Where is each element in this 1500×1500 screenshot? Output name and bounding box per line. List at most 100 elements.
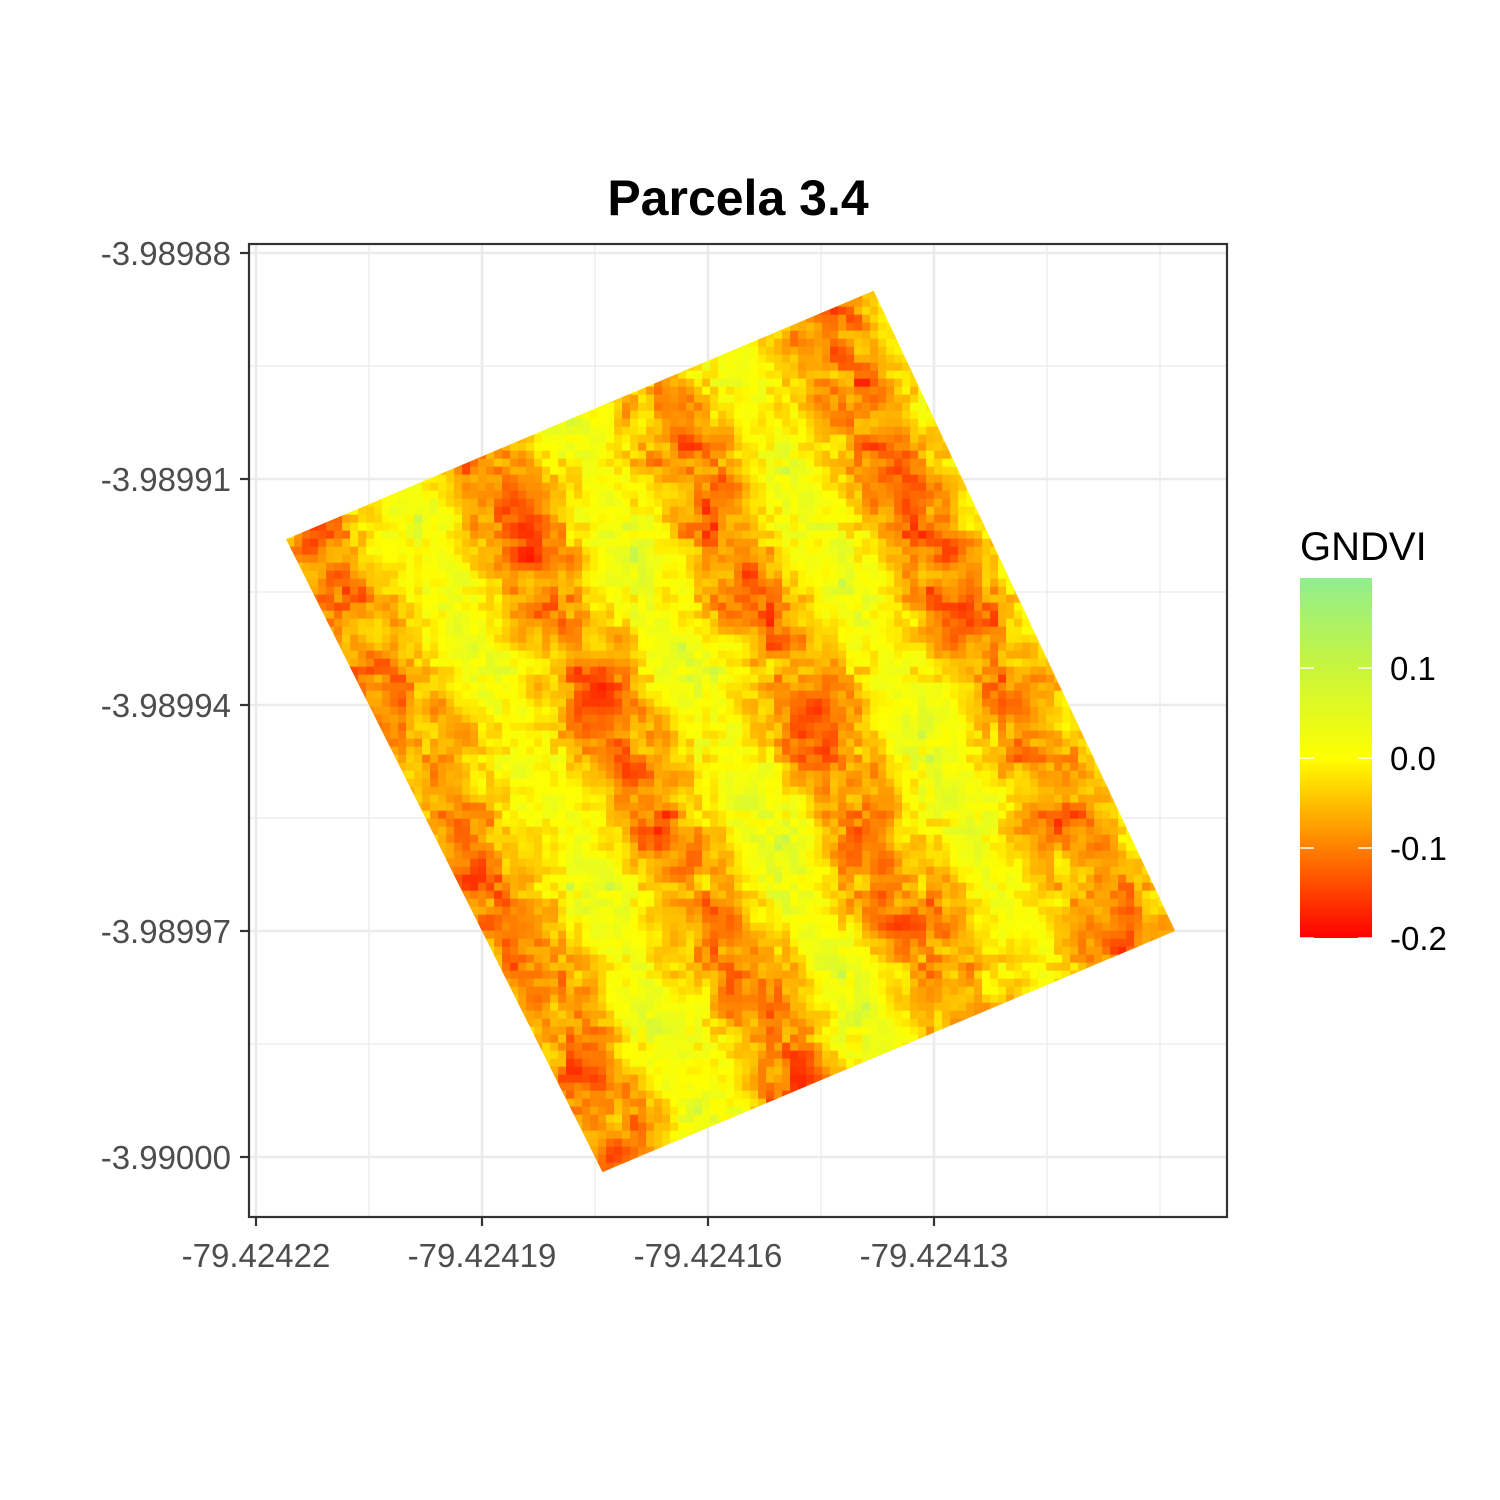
raster-cell bbox=[654, 626, 663, 636]
raster-cell bbox=[726, 730, 735, 740]
raster-cell bbox=[1030, 746, 1039, 756]
raster-cell bbox=[822, 522, 831, 532]
raster-cell bbox=[598, 442, 607, 452]
raster-cell bbox=[870, 586, 879, 596]
raster-cell bbox=[766, 530, 775, 540]
raster-cell bbox=[726, 706, 735, 716]
raster-cell bbox=[478, 826, 487, 836]
raster-cell bbox=[686, 746, 695, 756]
raster-cell bbox=[742, 666, 751, 676]
raster-cell bbox=[926, 466, 935, 476]
raster-cell bbox=[934, 426, 943, 436]
raster-cell bbox=[846, 762, 855, 772]
raster-cell bbox=[670, 434, 679, 444]
raster-cell bbox=[494, 706, 503, 716]
raster-cell bbox=[854, 506, 863, 516]
raster-cell bbox=[630, 498, 639, 508]
raster-cell bbox=[982, 706, 991, 716]
raster-cell bbox=[966, 794, 975, 804]
raster-cell bbox=[574, 714, 583, 724]
raster-cell bbox=[822, 810, 831, 820]
raster-cell bbox=[534, 714, 543, 724]
raster-cell bbox=[926, 626, 935, 636]
raster-cell bbox=[334, 546, 343, 556]
raster-cell bbox=[454, 746, 463, 756]
raster-cell bbox=[654, 826, 663, 836]
raster-cell bbox=[718, 538, 727, 548]
raster-cell bbox=[854, 690, 863, 700]
raster-cell bbox=[1006, 690, 1015, 700]
raster-cell bbox=[926, 546, 935, 556]
raster-cell bbox=[846, 746, 855, 756]
raster-cell bbox=[670, 698, 679, 708]
raster-cell bbox=[710, 762, 719, 772]
raster-cell bbox=[918, 826, 927, 836]
raster-cell bbox=[694, 458, 703, 468]
raster-cell bbox=[662, 578, 671, 588]
raster-cell bbox=[862, 362, 871, 372]
raster-cell bbox=[782, 330, 791, 340]
raster-cell bbox=[646, 578, 655, 588]
raster-cell bbox=[822, 594, 831, 604]
raster-cell bbox=[582, 770, 591, 780]
raster-cell bbox=[726, 490, 735, 500]
raster-cell bbox=[910, 810, 919, 820]
raster-cell bbox=[822, 466, 831, 476]
raster-cell bbox=[446, 514, 455, 524]
raster-cell bbox=[502, 466, 511, 476]
raster-cell bbox=[430, 714, 439, 724]
raster-cell bbox=[598, 698, 607, 708]
raster-cell bbox=[598, 818, 607, 828]
raster-cell bbox=[870, 530, 879, 540]
raster-cell bbox=[374, 610, 383, 620]
raster-cell bbox=[822, 482, 831, 492]
raster-cell bbox=[1062, 778, 1071, 788]
raster-cell bbox=[806, 498, 815, 508]
raster-cell bbox=[598, 434, 607, 444]
raster-cell bbox=[510, 794, 519, 804]
raster-cell bbox=[678, 466, 687, 476]
raster-cell bbox=[534, 578, 543, 588]
raster-cell bbox=[638, 386, 647, 396]
raster-cell bbox=[550, 442, 559, 452]
raster-cell bbox=[742, 506, 751, 516]
raster-cell bbox=[766, 466, 775, 476]
raster-cell bbox=[542, 762, 551, 772]
raster-cell bbox=[702, 418, 711, 428]
raster-cell bbox=[622, 482, 631, 492]
raster-cell bbox=[870, 618, 879, 628]
raster-cell bbox=[774, 346, 783, 356]
raster-cell bbox=[910, 666, 919, 676]
raster-cell bbox=[782, 458, 791, 468]
raster-cell bbox=[1038, 778, 1047, 788]
raster-cell bbox=[886, 706, 895, 716]
raster-cell bbox=[646, 722, 655, 732]
raster-cell bbox=[462, 674, 471, 684]
raster-cell bbox=[438, 522, 447, 532]
raster-cell bbox=[806, 490, 815, 500]
raster-cell bbox=[614, 650, 623, 660]
raster-cell bbox=[686, 690, 695, 700]
raster-cell bbox=[334, 602, 343, 612]
raster-cell bbox=[606, 802, 615, 812]
raster-cell bbox=[694, 434, 703, 444]
raster-cell bbox=[630, 650, 639, 660]
raster-cell bbox=[902, 794, 911, 804]
raster-cell bbox=[702, 722, 711, 732]
raster-cell bbox=[494, 666, 503, 676]
raster-cell bbox=[654, 618, 663, 628]
raster-cell bbox=[486, 818, 495, 828]
raster-cell bbox=[758, 618, 767, 628]
raster-cell bbox=[638, 394, 647, 404]
raster-cell bbox=[326, 618, 335, 628]
raster-cell bbox=[950, 826, 959, 836]
raster-cell bbox=[494, 506, 503, 516]
raster-cell bbox=[662, 434, 671, 444]
raster-cell bbox=[582, 642, 591, 652]
raster-cell bbox=[854, 498, 863, 508]
raster-cell bbox=[694, 506, 703, 516]
raster-cell bbox=[758, 802, 767, 812]
raster-cell bbox=[502, 618, 511, 628]
raster-cell bbox=[494, 562, 503, 572]
raster-cell bbox=[662, 626, 671, 636]
